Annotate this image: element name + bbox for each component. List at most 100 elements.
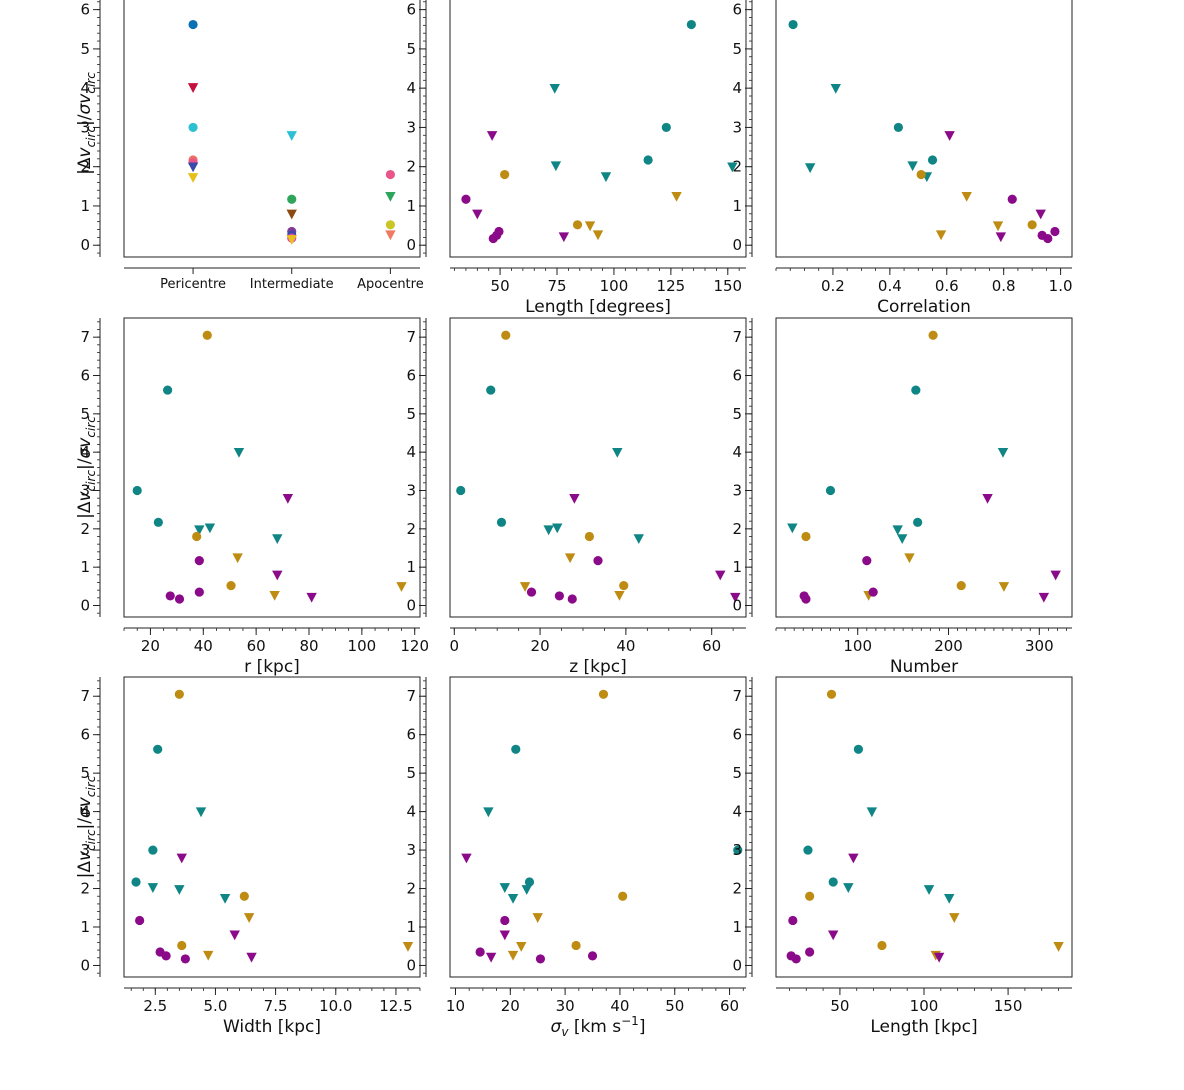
data-point-triangle: [904, 553, 915, 564]
x-tick-label: 0.4: [878, 277, 902, 295]
data-point-circle: [686, 19, 696, 30]
y-tick-label: 4: [80, 79, 90, 97]
data-point-triangle: [187, 173, 199, 183]
x-tick-label: 200: [934, 637, 963, 655]
data-point-triangle: [614, 590, 625, 601]
x-tick-label: 50: [665, 997, 684, 1015]
plot-frame: [775, 0, 1073, 258]
data-point-triangle: [827, 930, 839, 941]
y-tick-label: 2: [732, 520, 742, 538]
panel-corr: 0 1 2 3 4 5 6 0.2 0.4 0.6 0.8 1.0 Correlation: [732, 0, 1073, 317]
data-point-triangle: [998, 582, 1010, 592]
panel-width: 0 1 2 3 4 5 6 7 2.5 5.0 7.5 10.0 12.5 Width [kpc] |Δvc…: [75, 676, 421, 1037]
data-point-circle: [661, 122, 671, 133]
y-tick-label: 6: [406, 367, 416, 385]
plot-frame: [123, 317, 421, 618]
data-point-circle: [501, 330, 511, 340]
data-point-triangle: [461, 853, 472, 864]
data-point-triangle: [633, 534, 644, 545]
data-point-triangle: [549, 83, 560, 94]
plot-frame: [449, 317, 747, 618]
data-point-triangle: [385, 230, 396, 241]
data-point-circle: [554, 591, 564, 601]
x-category-label: Pericentre: [160, 277, 226, 292]
panel-pos: 0 1 2 3 4 5 6 Pericentre Intermediate Apocentre |Δ…: [75, 0, 424, 292]
data-point-circle: [1050, 226, 1060, 237]
y-tick-label: 5: [732, 40, 742, 58]
data-point-triangle: [286, 131, 297, 141]
y-tick-label: 6: [732, 726, 742, 744]
x-tick-label: 125: [657, 277, 686, 295]
data-point-circle: [385, 169, 395, 180]
data-point-circle: [153, 744, 163, 754]
y-tick-label: 1: [80, 197, 90, 215]
data-point-triangle: [866, 807, 878, 818]
data-point-triangle: [187, 83, 199, 93]
y-tick-label: 2: [80, 158, 90, 176]
data-point-triangle: [194, 525, 205, 536]
data-point-circle: [853, 744, 864, 754]
y-tick-label: 5: [406, 40, 416, 58]
data-point-triangle: [483, 807, 494, 818]
data-point-triangle: [385, 191, 396, 202]
x-tick-label: 5.0: [204, 997, 228, 1015]
y-tick-label: 6: [80, 726, 90, 744]
data-point-circle: [1043, 233, 1053, 244]
y-tick-label: 1: [406, 918, 416, 936]
data-point-triangle: [219, 893, 231, 904]
data-point-circle: [927, 155, 938, 165]
data-point-triangle: [923, 885, 935, 895]
data-point-triangle: [1035, 209, 1046, 220]
y-tick-label: 5: [406, 764, 416, 782]
y-tick-label: 6: [80, 1, 90, 19]
y-tick-label: 2: [80, 880, 90, 898]
data-point-circle: [587, 951, 598, 961]
data-point-circle: [148, 845, 158, 855]
data-point-triangle: [485, 952, 497, 963]
data-point-circle: [131, 877, 141, 887]
x-tick-label: 60: [720, 997, 739, 1015]
panel-lengthkpc: 0 1 2 3 4 5 6 7 50 100 150 Length [kpc]: [732, 676, 1073, 1037]
data-point-circle: [174, 594, 185, 604]
y-tick-label: 5: [732, 764, 742, 782]
y-tick-label: 3: [732, 482, 742, 500]
x-axis-label: Width [kpc]: [223, 1017, 321, 1037]
y-tick-label: 4: [732, 79, 742, 97]
plot-frame: [775, 676, 1073, 978]
x-tick-label: 2.5: [143, 997, 167, 1015]
x-tick-label: 100: [843, 637, 872, 655]
data-point-circle: [825, 485, 836, 496]
data-point-circle: [165, 591, 175, 601]
data-point-circle: [535, 954, 546, 964]
data-point-triangle: [944, 893, 955, 904]
y-tick-label: 5: [80, 40, 90, 58]
data-point-circle: [618, 891, 628, 901]
x-tick-label: 150: [713, 277, 742, 295]
data-point-triangle: [306, 592, 317, 603]
data-point-circle: [826, 689, 837, 699]
data-point-circle: [1027, 220, 1037, 230]
x-tick-label: 20: [501, 997, 520, 1015]
data-point-triangle: [1053, 942, 1064, 952]
x-axis-label: Number: [890, 657, 958, 677]
x-axis-label: Length [degrees]: [525, 297, 671, 317]
data-point-circle: [862, 556, 872, 566]
data-point-circle: [177, 940, 187, 951]
data-point-triangle: [203, 950, 214, 961]
data-point-circle: [239, 891, 249, 901]
data-point-triangle: [995, 232, 1007, 243]
y-tick-label: 1: [406, 197, 416, 215]
data-point-triangle: [243, 913, 255, 923]
y-tick-label: 2: [406, 158, 416, 176]
y-tick-label: 0: [80, 597, 90, 615]
data-point-circle: [911, 385, 921, 395]
x-category-label: Intermediate: [250, 277, 334, 292]
data-point-triangle: [558, 232, 570, 243]
data-point-triangle: [543, 525, 554, 536]
data-point-circle: [194, 556, 204, 566]
data-point-circle: [803, 845, 813, 855]
y-tick-label: 1: [80, 558, 90, 576]
data-point-triangle: [282, 493, 294, 504]
data-point-circle: [385, 220, 395, 230]
